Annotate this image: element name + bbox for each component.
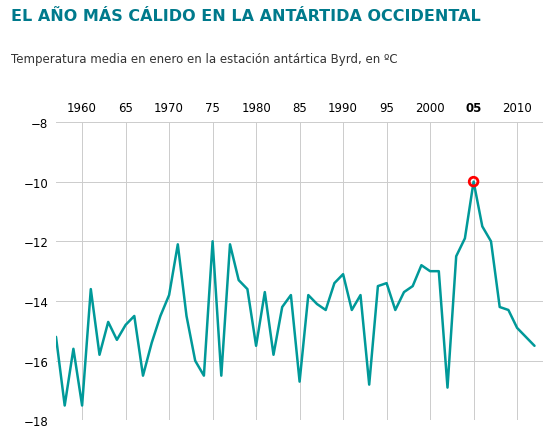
Text: Temperatura media en enero en la estación antártica Byrd, en ºC: Temperatura media en enero en la estació…: [11, 53, 398, 66]
Text: EL AÑO MÁS CÁLIDO EN LA ANTÁRTIDA OCCIDENTAL: EL AÑO MÁS CÁLIDO EN LA ANTÁRTIDA OCCIDE…: [11, 9, 481, 24]
